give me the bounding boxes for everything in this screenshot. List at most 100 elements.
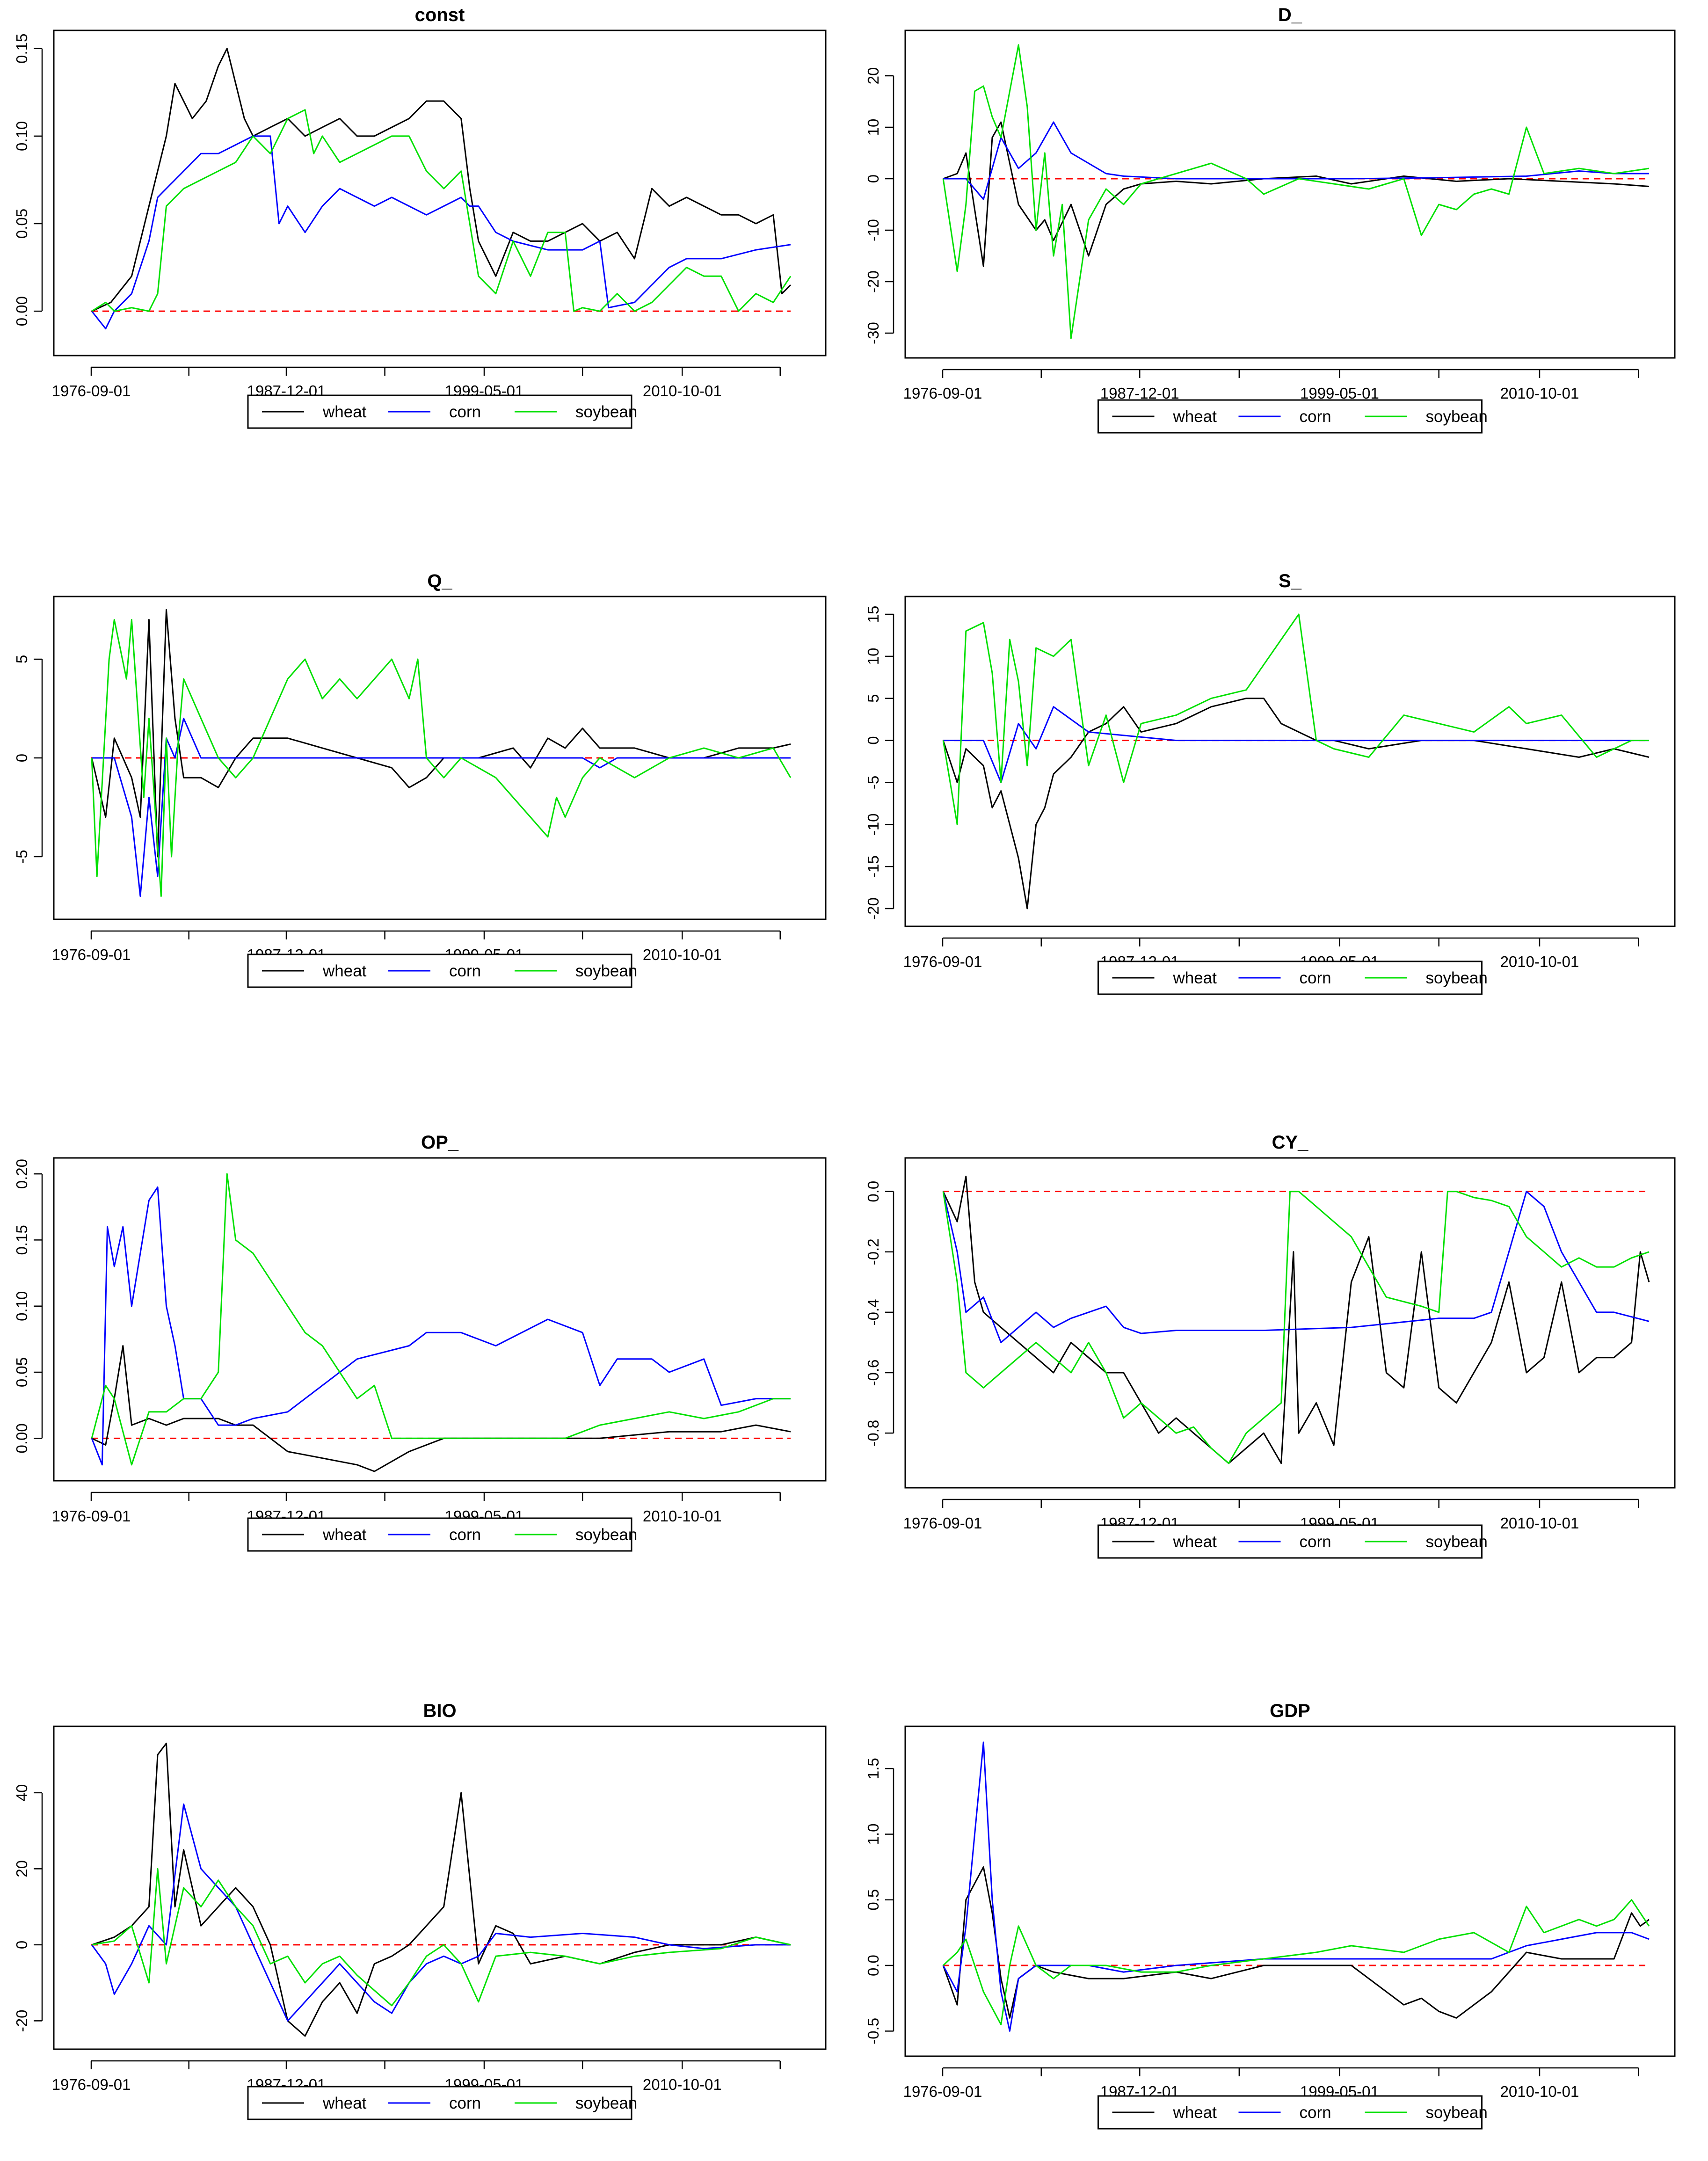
legend: wheat corn soybean [1097,1524,1488,1559]
y-tick-label: -0.6 [865,1360,882,1386]
plot-frame [53,1725,827,2050]
legend-label-wheat: wheat [1173,969,1217,987]
legend-box [1097,399,1483,434]
legend-label-corn: corn [449,2094,481,2112]
y-tick-label: 0 [13,1941,30,1949]
legend-label-corn: corn [1300,969,1331,987]
y-tick-label: -20 [865,270,882,293]
x-tick-label: 1976-09-01 [52,946,131,963]
legend-label-wheat: wheat [322,962,367,980]
legend-label-soybean: soybean [1426,969,1488,987]
y-tick-label: 0.10 [13,1291,30,1321]
y-tick-label: -0.2 [865,1238,882,1265]
y-tick-label: 5 [865,694,882,703]
legend-box [1097,960,1483,995]
chart-title: S_ [1279,571,1302,591]
series-line-soybean [91,619,792,897]
legend: wheat corn soybean [1097,399,1488,434]
x-tick-label: 1976-09-01 [52,2076,131,2093]
legend-label-wheat: wheat [322,1526,367,1544]
series-line-wheat [942,1175,1650,1464]
plot-frame [904,596,1676,927]
series-line-soybean [942,613,1649,825]
legend-box [247,953,632,988]
legend-label-soybean: soybean [575,2094,637,2112]
legend-box [247,394,632,429]
y-tick-label: 0.10 [13,121,30,151]
y-tick-label: 0.05 [13,1357,30,1387]
legend-label-soybean: soybean [575,1526,637,1544]
legend-box [1097,1524,1483,1559]
y-tick-label: 10 [865,119,882,136]
panel-q: Q_-5051976-09-011987-12-011999-05-012010… [13,571,827,988]
y-tick-label: 0.0 [865,1181,882,1202]
y-tick-label: -20 [13,2010,30,2032]
y-tick-label: -30 [865,322,882,344]
legend: wheat corn soybean [1097,2095,1488,2130]
y-tick-label: 1.5 [865,1758,882,1779]
legend-label-corn: corn [1300,2103,1331,2122]
series-line-corn [91,135,791,330]
y-tick-label: -0.4 [865,1299,882,1325]
series-line-wheat [943,121,1650,267]
series-line-soybean [942,44,1650,339]
panel-d: D_ -30 -20 -10 0 10 20 1976-09-01 1987-12-01 1999… [865,5,1676,434]
series-line-corn [92,718,791,897]
plot-frame [53,596,827,920]
chart-title: const [415,5,465,25]
legend: wheat corn soybean [247,2086,637,2120]
y-tick-label: 0.00 [13,1423,30,1453]
y-tick-label: -0.8 [865,1420,882,1447]
legend-label-corn: corn [449,403,481,421]
legend: wheat corn soybean [247,394,637,429]
legend-label-soybean: soybean [575,962,637,980]
legend-label-wheat: wheat [1173,1533,1217,1551]
y-tick-label: -5 [13,850,30,863]
legend-box [247,1517,632,1552]
legend-label-wheat: wheat [1173,407,1217,426]
legend-label-corn: corn [1300,1533,1331,1551]
y-tick-label: -0.5 [865,2018,882,2045]
x-tick-label: 1976-09-01 [903,2083,982,2100]
x-tick-label: 2010-10-01 [643,382,722,400]
series-line-corn [91,1186,791,1466]
legend-label-soybean: soybean [1426,407,1488,426]
y-tick-label: 0.5 [865,1889,882,1911]
x-tick-label: 1976-09-01 [903,385,982,402]
series-line-soybean [91,1868,791,2007]
series-line-corn [91,1803,791,2022]
x-tick-label: 2010-10-01 [643,2076,722,2093]
y-tick-label: 1.0 [865,1824,882,1845]
x-tick-label: 2010-10-01 [643,946,722,963]
y-tick-label: 10 [865,648,882,665]
series-line-wheat [942,1866,1650,2019]
y-tick-label: -20 [865,897,882,920]
legend-label-soybean: soybean [1426,1533,1488,1551]
y-tick-label: 0.15 [13,1225,30,1255]
legend-label-wheat: wheat [1173,2103,1217,2122]
legend-label-corn: corn [1300,407,1331,426]
x-tick-label: 1976-09-01 [903,953,982,970]
panel-s: S_-20-15-10-50510151976-09-011987-12-011… [865,571,1676,995]
legend-label-soybean: soybean [1426,2103,1488,2122]
y-tick-label: 0.05 [13,209,30,239]
legend: wheat corn soybean [247,1517,637,1552]
series-line-corn [942,1741,1650,2032]
y-tick-label: 15 [865,606,882,623]
y-tick-label: 0 [865,175,882,183]
legend-box [247,2086,632,2120]
series-line-wheat [91,1742,791,2037]
plot-frame [53,29,827,357]
y-tick-label: 40 [13,1784,30,1802]
x-tick-label: 1999-05-01 [1300,385,1379,402]
plot-frame [904,1157,1676,1489]
x-tick-label: 2010-10-01 [1500,1514,1579,1532]
chart-title: BIO [423,1701,456,1721]
y-tick-label: 0.00 [13,296,30,326]
chart-title: D_ [1278,5,1302,25]
